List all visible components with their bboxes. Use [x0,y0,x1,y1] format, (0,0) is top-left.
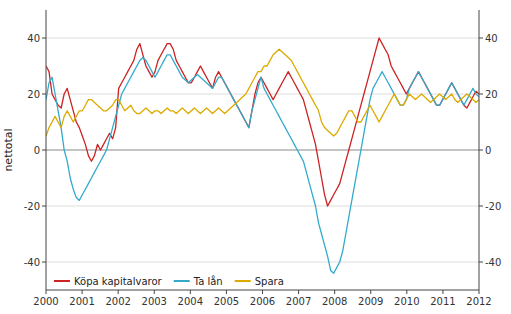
y2-tick-label: -40 [485,257,501,268]
x-tick [479,290,480,294]
axes: 2000200120022003200420052006200720082009… [24,10,502,307]
legend-swatch [54,280,70,282]
y-tick [42,94,46,95]
grid-line [46,206,479,207]
grid-line [46,262,479,263]
y2-tick-label: 40 [485,33,498,44]
x-tick-label: 2011 [430,296,455,307]
y-tick-label: -40 [24,257,40,268]
series-line [46,55,479,273]
x-tick-label: 2012 [466,296,491,307]
x-tick-label: 2006 [250,296,275,307]
x-tick-label: 2009 [358,296,383,307]
y-tick-label: 40 [27,33,40,44]
y-axis-label: nettotal [2,128,15,171]
x-tick-label: 2001 [69,296,94,307]
legend-swatch [235,280,251,282]
grid-line [46,94,479,95]
x-tick-label: 2010 [394,296,419,307]
y2-tick [479,94,483,95]
x-tick [226,290,227,294]
x-tick-label: 2005 [214,296,239,307]
legend-item: Köpa kapitalvaror [54,276,163,287]
x-tick-label: 2000 [33,296,58,307]
x-tick [442,290,443,294]
legend-item: Ta lån [174,275,223,287]
y2-tick [479,206,483,207]
x-tick-label: 2002 [105,296,130,307]
x-tick-label: 2007 [286,296,311,307]
x-tick [190,290,191,294]
zero-line [46,150,479,151]
series-line [46,38,479,206]
y-tick-label: 0 [34,145,40,156]
grid [46,38,479,262]
y-tick [42,150,46,151]
grid-line [46,38,479,39]
x-tick [118,290,119,294]
y-tick-label: -20 [24,201,40,212]
legend-label: Spara [255,276,284,287]
x-tick-label: 2004 [178,296,203,307]
legend-item: Spara [235,276,284,287]
y-tick [42,206,46,207]
lines [46,38,479,273]
chart: 2000200120022003200420052006200720082009… [0,0,511,314]
y2-tick-label: 0 [485,145,491,156]
legend-label: Ta lån [193,275,223,287]
x-tick [154,290,155,294]
x-tick [334,290,335,294]
y-tick [42,38,46,39]
x-tick [262,290,263,294]
y2-tick [479,38,483,39]
y2-tick [479,150,483,151]
x-tick [406,290,407,294]
series-line [46,49,479,136]
y-tick-label: 20 [27,89,40,100]
y2-tick-label: -20 [485,201,501,212]
x-tick [370,290,371,294]
y-tick [42,262,46,263]
x-tick [82,290,83,294]
x-tick [46,290,47,294]
legend: Köpa kapitalvaror Ta lån Spara [54,275,284,287]
y2-tick-label: 20 [485,89,498,100]
x-tick [298,290,299,294]
x-tick-label: 2008 [322,296,347,307]
legend-label: Köpa kapitalvaror [74,276,163,287]
legend-swatch [174,280,190,282]
y2-tick [479,262,483,263]
x-tick-label: 2003 [142,296,167,307]
